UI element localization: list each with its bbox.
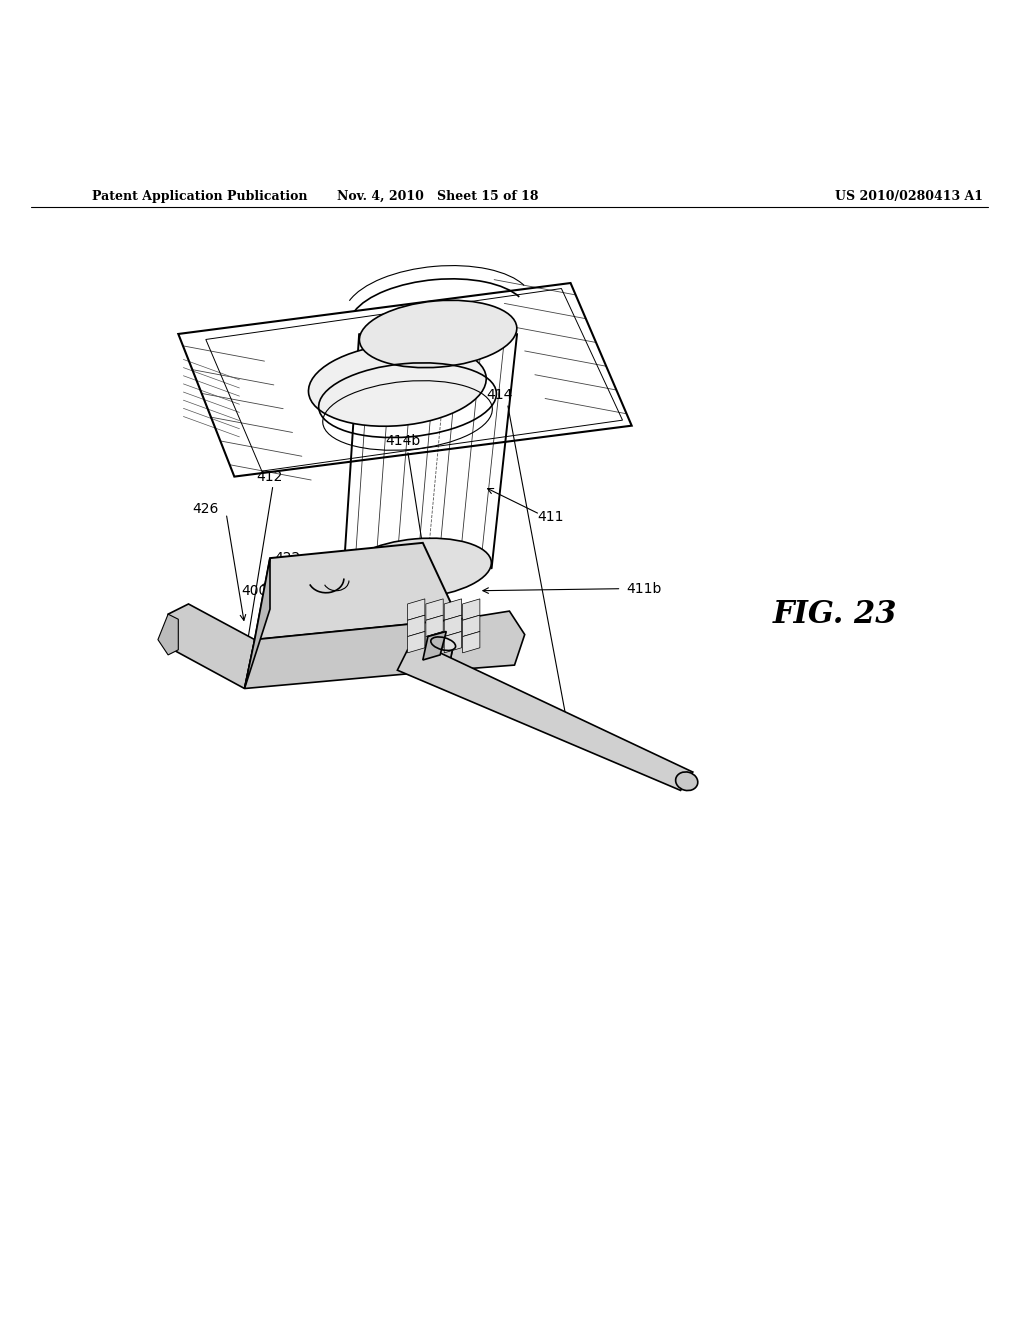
Ellipse shape bbox=[676, 772, 697, 791]
Text: 414: 414 bbox=[486, 388, 512, 403]
Text: 400: 400 bbox=[242, 583, 268, 598]
Polygon shape bbox=[463, 615, 480, 636]
Polygon shape bbox=[449, 611, 524, 671]
Polygon shape bbox=[426, 615, 443, 636]
Polygon shape bbox=[408, 599, 425, 620]
Polygon shape bbox=[444, 599, 462, 620]
Polygon shape bbox=[168, 605, 255, 689]
Ellipse shape bbox=[308, 343, 486, 426]
Text: 426: 426 bbox=[193, 502, 219, 516]
Text: 414b: 414b bbox=[385, 434, 420, 447]
Text: 422: 422 bbox=[274, 552, 301, 565]
Polygon shape bbox=[444, 631, 462, 653]
Text: 411: 411 bbox=[537, 511, 563, 524]
Polygon shape bbox=[463, 631, 480, 653]
Polygon shape bbox=[245, 558, 270, 689]
Text: Nov. 4, 2010   Sheet 15 of 18: Nov. 4, 2010 Sheet 15 of 18 bbox=[337, 190, 539, 203]
Polygon shape bbox=[408, 615, 425, 636]
Polygon shape bbox=[444, 615, 462, 636]
Polygon shape bbox=[255, 543, 459, 640]
Polygon shape bbox=[245, 619, 459, 689]
Text: 412: 412 bbox=[257, 470, 284, 483]
Polygon shape bbox=[463, 599, 480, 620]
Ellipse shape bbox=[359, 300, 517, 368]
Polygon shape bbox=[397, 644, 693, 791]
Polygon shape bbox=[426, 631, 443, 653]
Polygon shape bbox=[158, 614, 178, 655]
Text: US 2010/0280413 A1: US 2010/0280413 A1 bbox=[836, 190, 983, 203]
Text: 411b: 411b bbox=[627, 582, 662, 595]
Text: Patent Application Publication: Patent Application Publication bbox=[92, 190, 307, 203]
Text: FIG. 23: FIG. 23 bbox=[773, 599, 898, 630]
Polygon shape bbox=[426, 599, 443, 620]
Ellipse shape bbox=[344, 539, 492, 598]
Polygon shape bbox=[423, 631, 446, 660]
Polygon shape bbox=[408, 631, 425, 653]
